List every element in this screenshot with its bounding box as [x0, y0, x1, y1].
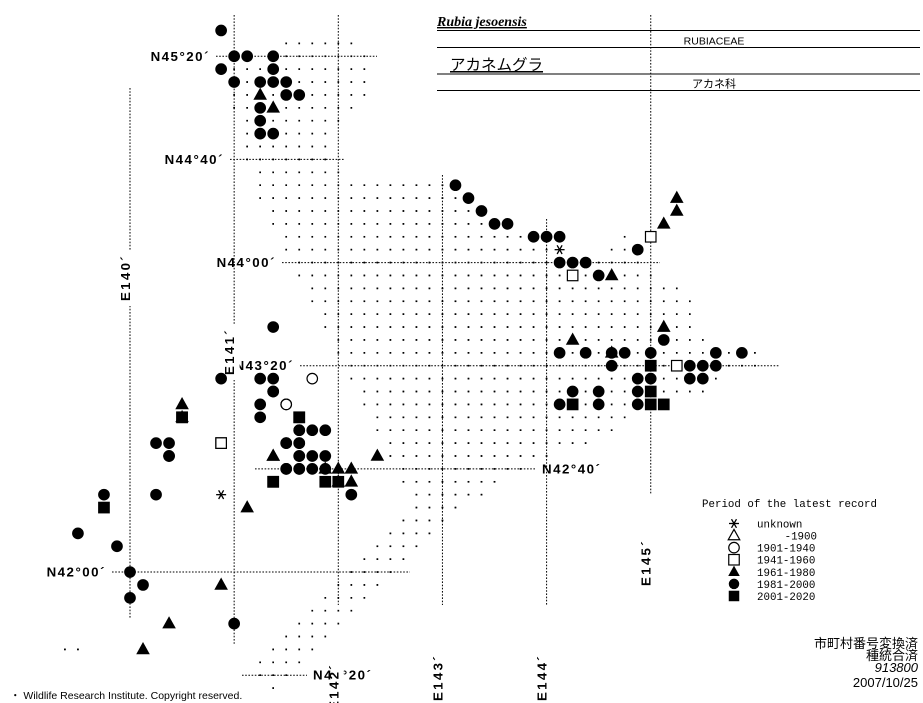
- svg-text:unknown: unknown: [757, 520, 802, 532]
- svg-text:1981-2000: 1981-2000: [757, 580, 815, 592]
- svg-text:・ Wildlife Research Institute.: ・ Wildlife Research Institute. Copyright…: [10, 690, 242, 702]
- svg-text:E141´: E141´: [222, 328, 237, 375]
- svg-text:E140´: E140´: [118, 254, 133, 301]
- svg-text:913800: 913800: [875, 660, 919, 675]
- svg-text:N44°00´: N44°00´: [217, 255, 276, 270]
- svg-text:-1900: -1900: [785, 532, 817, 544]
- svg-text:N45°20´: N45°20´: [151, 49, 210, 64]
- svg-text:E142´: E142´: [326, 663, 341, 703]
- svg-text:E145´: E145´: [639, 539, 654, 586]
- svg-text:E144´: E144´: [535, 654, 550, 701]
- svg-text:1901-1940: 1901-1940: [757, 544, 815, 556]
- svg-text:N42°40´: N42°40´: [542, 461, 601, 476]
- svg-text:アカネムグラ: アカネムグラ: [450, 56, 543, 74]
- svg-text:RUBIACEAE: RUBIACEAE: [684, 36, 745, 48]
- svg-text:1941-1960: 1941-1960: [757, 556, 815, 568]
- svg-text:N44°40´: N44°40´: [165, 152, 224, 167]
- svg-text:2007/10/25: 2007/10/25: [853, 675, 918, 690]
- svg-text:Rubia jesoensis: Rubia jesoensis: [436, 15, 527, 30]
- svg-text:N43°20´: N43°20´: [235, 358, 294, 373]
- svg-text:2001-2020: 2001-2020: [757, 592, 815, 604]
- svg-text:N42°00´: N42°00´: [47, 565, 106, 580]
- svg-text:アカネ科: アカネ科: [692, 77, 736, 91]
- svg-text:E143´: E143´: [430, 654, 445, 701]
- svg-text:1961-1980: 1961-1980: [757, 568, 815, 580]
- svg-text:Period of the latest record: Period of the latest record: [702, 499, 877, 511]
